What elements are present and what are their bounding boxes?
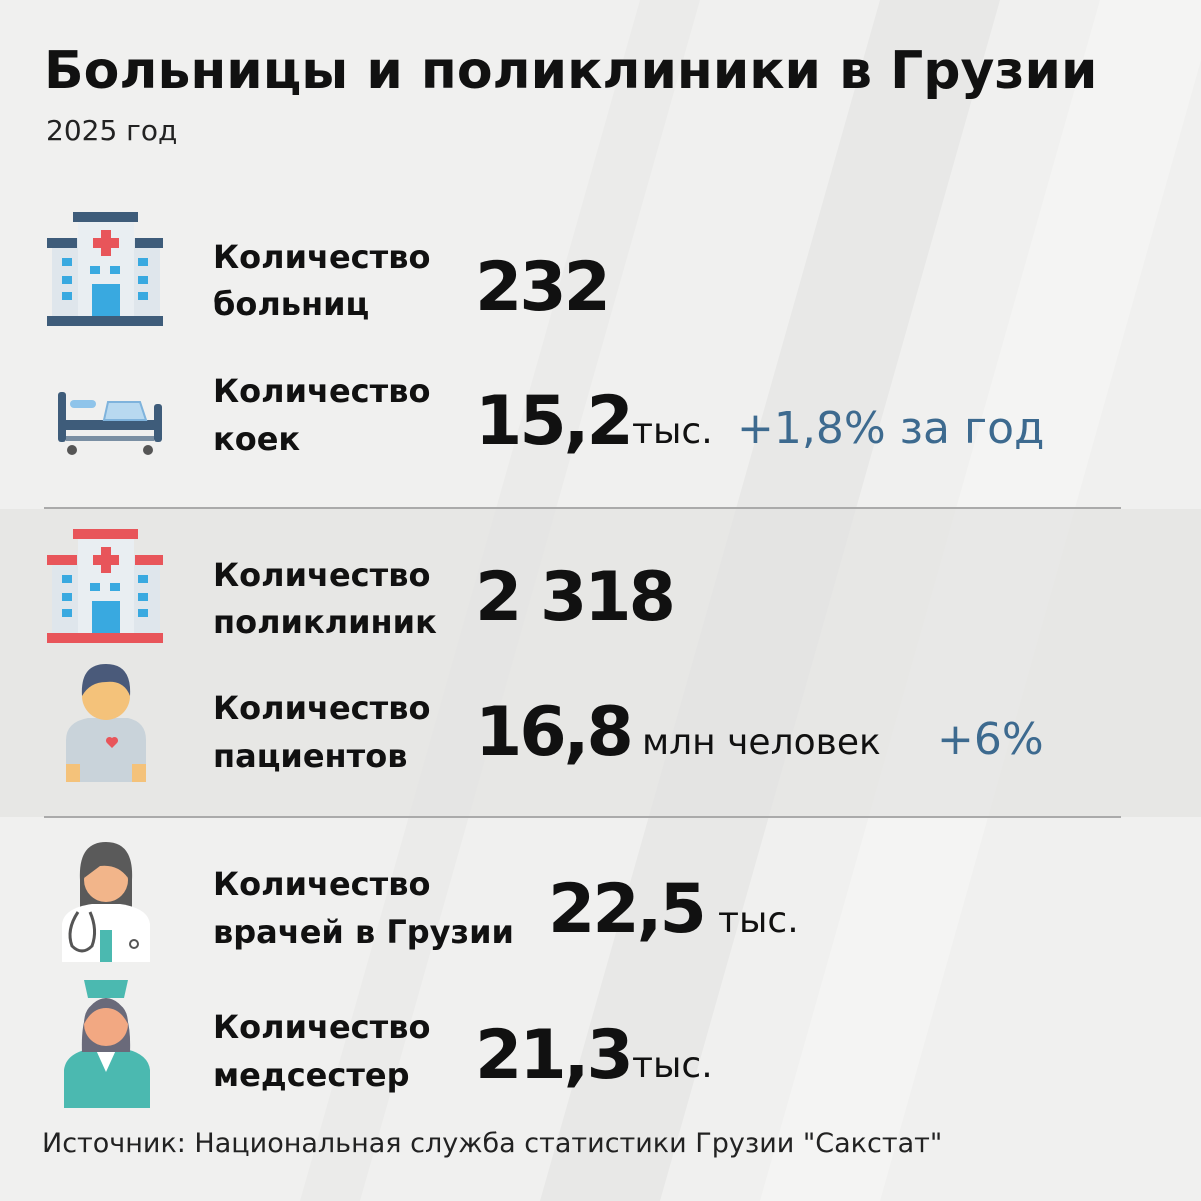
row: Количество коек 15,2 тыс. +1,8% за год [213, 372, 1044, 461]
row: Количество врачей в Грузии 22,5 тыс. [213, 865, 799, 951]
row-value: 16,8 [475, 693, 631, 772]
row-label: Количество [213, 238, 430, 276]
polyclinic-icon [47, 529, 163, 643]
row-label: Количество [213, 372, 430, 410]
row-value: 22,5 [548, 870, 704, 949]
row-change: +6% [937, 714, 1044, 765]
row-value: 232 [475, 248, 608, 327]
hospital-icon [47, 212, 163, 326]
row-change: +1,8% за год [737, 403, 1044, 454]
bed-icon [58, 392, 162, 455]
title: Больницы и поликлиники в Грузии [44, 41, 1097, 101]
row-value: 2 318 [475, 558, 673, 637]
doctor-icon [62, 842, 150, 962]
row-unit: тыс. [718, 900, 799, 941]
nurse-icon [64, 980, 150, 1108]
row-label: Количество [213, 1008, 430, 1046]
row-label: медсестер [213, 1056, 410, 1094]
row-unit: тыс. [632, 1045, 713, 1086]
source: Источник: Национальная служба статистики… [42, 1128, 942, 1159]
row-label: врачей в Грузии [213, 913, 514, 951]
row: Количество медсестер 21,3 тыс. [213, 1008, 713, 1095]
row: Количество поликлиник 2 318 [213, 556, 676, 641]
row-value: 21,3 [475, 1016, 631, 1095]
patient-icon [66, 664, 146, 782]
subtitle: 2025 год [46, 114, 177, 147]
row-unit: млн человек [642, 722, 881, 763]
band [0, 509, 1201, 817]
row-label: Количество [213, 689, 430, 727]
row: Количество пациентов 16,8 млн человек +6… [213, 689, 1044, 775]
row-label: коек [213, 420, 300, 458]
row-label: поликлиник [213, 603, 437, 641]
row-unit: тыс. [632, 411, 713, 452]
row-label: больниц [213, 285, 369, 323]
row-label: пациентов [213, 737, 407, 775]
row-label: Количество [213, 865, 430, 903]
row-value: 15,2 [475, 382, 631, 461]
row-label: Количество [213, 556, 430, 594]
row: Количество больниц 232 [213, 238, 611, 327]
